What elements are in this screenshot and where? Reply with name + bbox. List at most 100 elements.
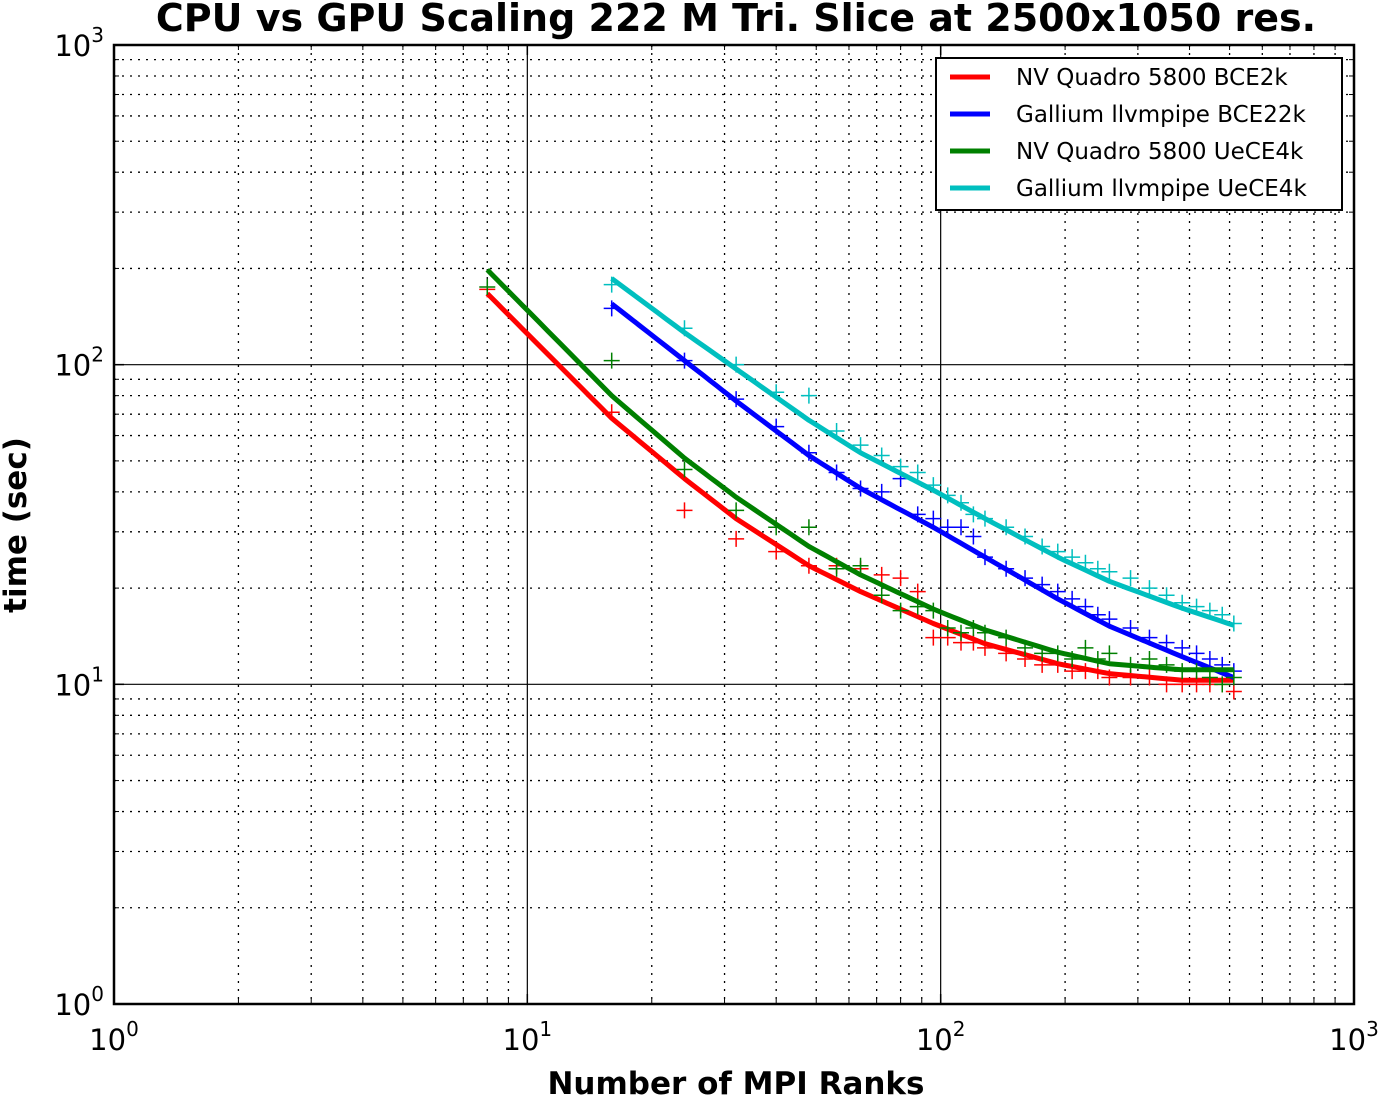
series-point bbox=[909, 506, 926, 523]
series-point bbox=[852, 480, 869, 497]
series-point bbox=[925, 477, 942, 494]
series-point bbox=[1034, 538, 1051, 555]
series-point bbox=[909, 598, 926, 615]
series-point bbox=[1077, 554, 1094, 571]
series-point bbox=[998, 560, 1015, 577]
series-point bbox=[873, 587, 890, 604]
series-point bbox=[953, 519, 970, 536]
chart-title: CPU vs GPU Scaling 222 M Tri. Slice at 2… bbox=[156, 0, 1316, 40]
series-point bbox=[1064, 549, 1081, 566]
series-point bbox=[873, 483, 890, 500]
series-point bbox=[939, 487, 956, 504]
legend-label: NV Quadro 5800 BCE2k bbox=[1016, 65, 1288, 91]
series-point bbox=[965, 506, 982, 523]
series-point bbox=[728, 356, 745, 373]
series-point bbox=[1101, 669, 1118, 686]
y-axis-label: time (sec) bbox=[0, 437, 34, 613]
series-point bbox=[768, 519, 785, 536]
series-point bbox=[676, 352, 693, 369]
series-point bbox=[852, 437, 869, 454]
series-point bbox=[603, 352, 620, 369]
series-point bbox=[1141, 629, 1158, 646]
series-point bbox=[953, 494, 970, 511]
series-point bbox=[965, 634, 982, 651]
legend-box bbox=[935, 57, 1343, 211]
x-tick-label: 100 bbox=[89, 1017, 139, 1057]
series-point bbox=[909, 583, 926, 600]
series-point bbox=[1158, 587, 1175, 604]
series-point bbox=[909, 464, 926, 481]
series-point bbox=[676, 461, 693, 478]
series-point bbox=[1122, 620, 1139, 637]
series-point bbox=[1064, 651, 1081, 668]
axis-tick-labels: 100 101 102 103 100 101 102 103 bbox=[54, 23, 1378, 1057]
series-point bbox=[976, 549, 993, 566]
series-4 bbox=[603, 276, 1242, 632]
series-point bbox=[1188, 598, 1205, 615]
series-point bbox=[728, 502, 745, 519]
series-point bbox=[676, 502, 693, 519]
series-point bbox=[1188, 645, 1205, 662]
series-point bbox=[676, 320, 693, 337]
series-point bbox=[1049, 645, 1066, 662]
series-point bbox=[1089, 560, 1106, 577]
series-point bbox=[939, 620, 956, 637]
series-point bbox=[1141, 580, 1158, 597]
series-point bbox=[1141, 651, 1158, 668]
series-fit-line bbox=[485, 268, 1234, 673]
series-point bbox=[800, 387, 817, 404]
series-point bbox=[603, 404, 620, 421]
series-point bbox=[1122, 570, 1139, 587]
x-axis-label: Number of MPI Ranks bbox=[547, 1066, 924, 1095]
legend: NV Quadro 5800 BCE2k Gallium llvmpipe BCE… bbox=[935, 57, 1343, 211]
series-point bbox=[1174, 639, 1191, 656]
series-point bbox=[1034, 576, 1051, 593]
series-point bbox=[873, 447, 890, 464]
series-fit-line bbox=[610, 301, 1235, 680]
y-tick-label: 100 bbox=[54, 982, 104, 1022]
y-tick-label: 101 bbox=[54, 662, 104, 702]
series-point bbox=[603, 300, 620, 317]
series-point bbox=[768, 418, 785, 435]
series-point bbox=[828, 423, 845, 440]
series-point bbox=[965, 528, 982, 545]
series-point bbox=[1101, 645, 1118, 662]
series-point bbox=[1089, 651, 1106, 668]
x-tick-label: 101 bbox=[503, 1017, 553, 1057]
series-point bbox=[873, 566, 890, 583]
series-point bbox=[828, 464, 845, 481]
y-tick-label: 103 bbox=[54, 23, 104, 63]
series-point bbox=[1077, 639, 1094, 656]
legend-label: Gallium llvmpipe BCE22k bbox=[1016, 102, 1306, 128]
series-fit-line bbox=[610, 276, 1235, 628]
series-point bbox=[1201, 651, 1218, 668]
series-point bbox=[1174, 663, 1191, 680]
series-point bbox=[925, 629, 942, 646]
series-point bbox=[1225, 683, 1242, 700]
axis-ticks bbox=[113, 44, 1355, 1005]
series-point bbox=[728, 530, 745, 547]
series-point bbox=[892, 458, 909, 475]
series-point bbox=[768, 543, 785, 560]
legend-label: NV Quadro 5800 UeCE4k bbox=[1016, 139, 1304, 165]
series-point bbox=[1158, 656, 1175, 673]
series-point bbox=[800, 519, 817, 536]
series-point bbox=[1141, 669, 1158, 686]
series-point bbox=[965, 620, 982, 637]
series-point bbox=[1122, 656, 1139, 673]
series-point bbox=[1214, 606, 1231, 623]
series-point bbox=[1089, 606, 1106, 623]
series-point bbox=[1049, 543, 1066, 560]
x-tick-label: 102 bbox=[916, 1017, 966, 1057]
series-point bbox=[998, 645, 1015, 662]
series-point bbox=[1017, 528, 1034, 545]
series-point bbox=[1064, 590, 1081, 607]
series-point bbox=[1049, 583, 1066, 600]
series-point bbox=[800, 557, 817, 574]
series-point bbox=[998, 629, 1015, 646]
series-point bbox=[925, 510, 942, 527]
series-3 bbox=[479, 268, 1242, 693]
series-point bbox=[1077, 598, 1094, 615]
series-point bbox=[768, 384, 785, 401]
